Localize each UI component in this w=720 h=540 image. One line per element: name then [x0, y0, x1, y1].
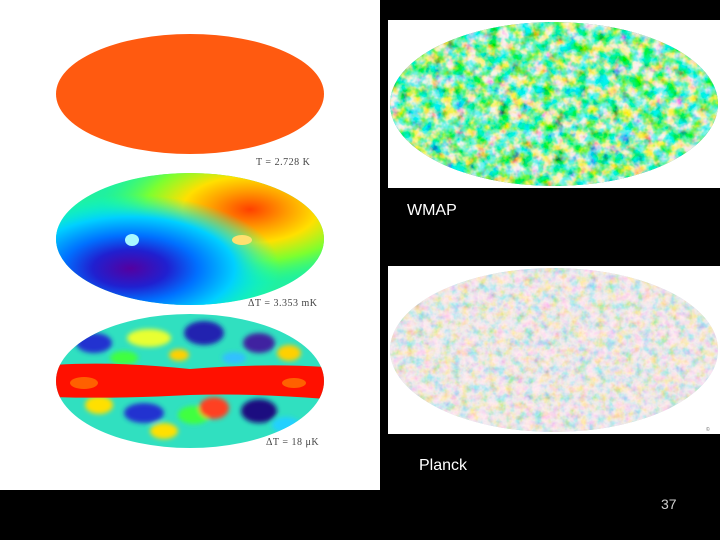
fluctuation-map	[56, 314, 324, 448]
dipole-map	[56, 173, 324, 305]
image-credit-mark: ©	[706, 427, 710, 433]
wmap-label: WMAP	[407, 202, 457, 219]
planck-image-frame	[388, 266, 720, 434]
wmap-image-frame	[388, 20, 720, 188]
uniform-temperature-map	[56, 34, 324, 154]
planck-label: Planck	[419, 457, 468, 474]
fluctuation-caption: ΔT = 18 μK	[266, 437, 320, 448]
dipole-caption: ΔT = 3.353 mK	[248, 298, 318, 309]
temperature-caption: T = 2.728 K	[256, 157, 311, 168]
wmap-map	[390, 22, 718, 186]
cobe-maps-panel: T = 2.728 K	[0, 0, 380, 490]
slide-page-number: 37	[661, 496, 677, 512]
planck-map	[390, 268, 718, 432]
